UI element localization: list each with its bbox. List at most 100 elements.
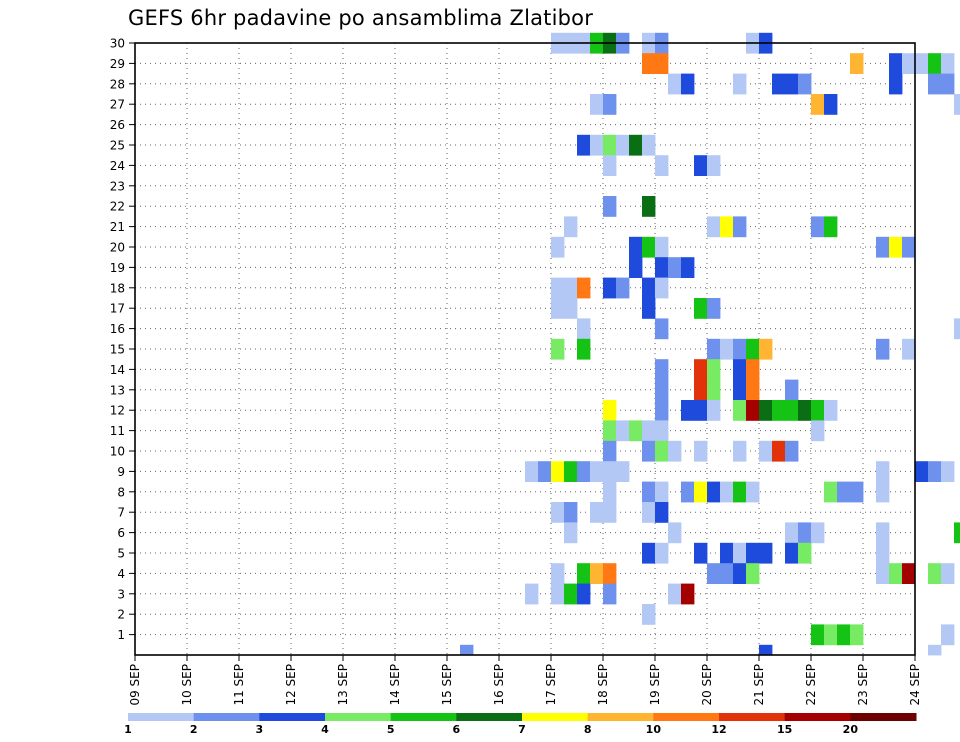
heatmap-cell (694, 298, 708, 319)
legend-label: 8 (584, 723, 592, 736)
heatmap-cell (655, 440, 669, 462)
heatmap-cell (902, 53, 916, 74)
heatmap-cell (759, 338, 773, 360)
heatmap-cell (876, 542, 890, 564)
y-tick-label: 8 (117, 485, 125, 499)
y-tick-label: 7 (117, 506, 125, 520)
heatmap-cell (603, 440, 617, 462)
y-tick-label: 15 (110, 343, 125, 357)
heatmap-cell (759, 644, 773, 656)
heatmap-cell (642, 440, 656, 462)
heatmap-cell (551, 461, 565, 482)
heatmap-cell (655, 155, 669, 176)
heatmap-cell (733, 359, 747, 380)
heatmap-cell (733, 338, 747, 360)
heatmap-cell (811, 522, 825, 544)
heatmap-cell (954, 318, 960, 340)
heatmap-cell (642, 298, 656, 319)
y-tick-label: 4 (117, 567, 125, 581)
legend-label: 4 (321, 723, 329, 736)
heatmap-cell (876, 461, 890, 482)
heatmap-cell (707, 216, 721, 238)
legend-swatch (653, 713, 720, 721)
heatmap-cell (889, 53, 903, 74)
heatmap-cell (811, 94, 825, 115)
heatmap-cell (694, 481, 708, 503)
heatmap-cell (707, 155, 721, 176)
heatmap-cell (889, 73, 903, 95)
heatmap-cell (668, 522, 682, 544)
heatmap-cell (759, 542, 773, 564)
heatmap-cell (889, 563, 903, 584)
heatmap-cell (941, 73, 955, 95)
legend-swatch (522, 713, 589, 721)
heatmap-cell (824, 624, 838, 646)
heatmap-cell (642, 542, 656, 564)
heatmap-cell (655, 53, 669, 74)
y-tick-label: 18 (110, 281, 125, 295)
heatmap-cell (811, 400, 825, 421)
heatmap-cell (928, 461, 942, 482)
heatmap-cell (655, 236, 669, 258)
legend-label: 10 (646, 723, 662, 736)
heatmap-cell (824, 400, 838, 421)
heatmap-cell (577, 563, 591, 584)
heatmap-cell (746, 542, 760, 564)
heatmap-cell (876, 236, 890, 258)
heatmap-cell (590, 563, 604, 584)
y-tick-label: 13 (110, 383, 125, 397)
heatmap-cell (577, 461, 591, 482)
heatmap-cell (681, 400, 695, 421)
heatmap-cell (746, 563, 760, 584)
legend-swatch (128, 713, 195, 721)
heatmap-cell (733, 481, 747, 503)
heatmap-cell (824, 216, 838, 238)
heatmap-cell (694, 359, 708, 380)
heatmap-cell (642, 604, 656, 625)
heatmap-cell (603, 461, 617, 482)
heatmap-cell (759, 440, 773, 462)
heatmap-cell (629, 236, 643, 258)
heatmap-cell (642, 236, 656, 258)
y-tick-label: 19 (110, 261, 125, 275)
legend-swatch (456, 713, 523, 721)
legend-label: 5 (387, 723, 395, 736)
heatmap-cell (655, 277, 669, 299)
heatmap-cell (785, 400, 799, 421)
legend-swatch (784, 713, 851, 721)
heatmap-cell (564, 277, 578, 299)
heatmap-cell (603, 155, 617, 176)
heatmap-cell (616, 277, 630, 299)
chart-title: GEFS 6hr padavine po ansamblima Zlatibor (128, 6, 594, 30)
heatmap-cell (707, 338, 721, 360)
legend-label: 1 (124, 723, 132, 736)
y-tick-label: 10 (110, 445, 125, 459)
y-tick-label: 3 (117, 587, 125, 601)
y-tick-label: 20 (110, 241, 125, 255)
y-tick-label: 28 (110, 77, 125, 91)
heatmap-cell (720, 216, 734, 238)
heatmap-cell (707, 359, 721, 380)
heatmap-cell (577, 338, 591, 360)
y-tick-label: 6 (117, 526, 125, 540)
heatmap-cell (642, 53, 656, 74)
y-tick-label: 11 (110, 424, 125, 438)
heatmap-cell (577, 318, 591, 340)
legend-swatch (390, 713, 457, 721)
heatmap-cell (629, 257, 643, 278)
heatmap-cell (746, 338, 760, 360)
legend-swatch (325, 713, 392, 721)
heatmap-cell (525, 461, 539, 482)
y-tick-label: 16 (110, 322, 125, 336)
x-tick-label: 23 SEP (856, 664, 870, 706)
heatmap-cell (616, 461, 630, 482)
heatmap-cell (603, 94, 617, 115)
heatmap-cell (707, 563, 721, 584)
heatmap-cell (564, 298, 578, 319)
heatmap-cell (603, 277, 617, 299)
heatmap-cell (746, 400, 760, 421)
x-tick-label: 20 SEP (700, 664, 714, 706)
heatmap-cell (642, 196, 656, 217)
heatmap-cell (668, 440, 682, 462)
